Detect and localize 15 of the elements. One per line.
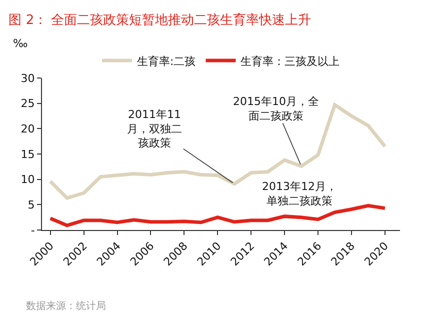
y-tick-label: 25 [20, 97, 35, 110]
chart-title: 图 2： 全面二孩政策短暂地推动二孩生育率快速上升 [8, 12, 312, 28]
source-note: 数据来源：统计局 [26, 300, 106, 312]
annotation: 2011年11月，双独二孩政策 [127, 108, 182, 150]
annotation: 2015年10月，全面二孩政策 [233, 95, 319, 122]
y-tick-label: 15 [20, 148, 35, 161]
y-tick-label: - [30, 224, 35, 237]
y-tick-label: 20 [20, 122, 35, 136]
y-tick-label: 5 [28, 198, 35, 212]
y-tick-label: 30 [20, 72, 35, 85]
y-tick-label: 10 [20, 173, 35, 186]
y-axis-title: ‰ [13, 37, 28, 50]
annotation: 2013年12月，单独二孩政策 [262, 180, 337, 208]
legend-label: 生育率:二孩 [137, 54, 196, 68]
legend-label: 生育率：三孩及以上 [240, 54, 340, 68]
